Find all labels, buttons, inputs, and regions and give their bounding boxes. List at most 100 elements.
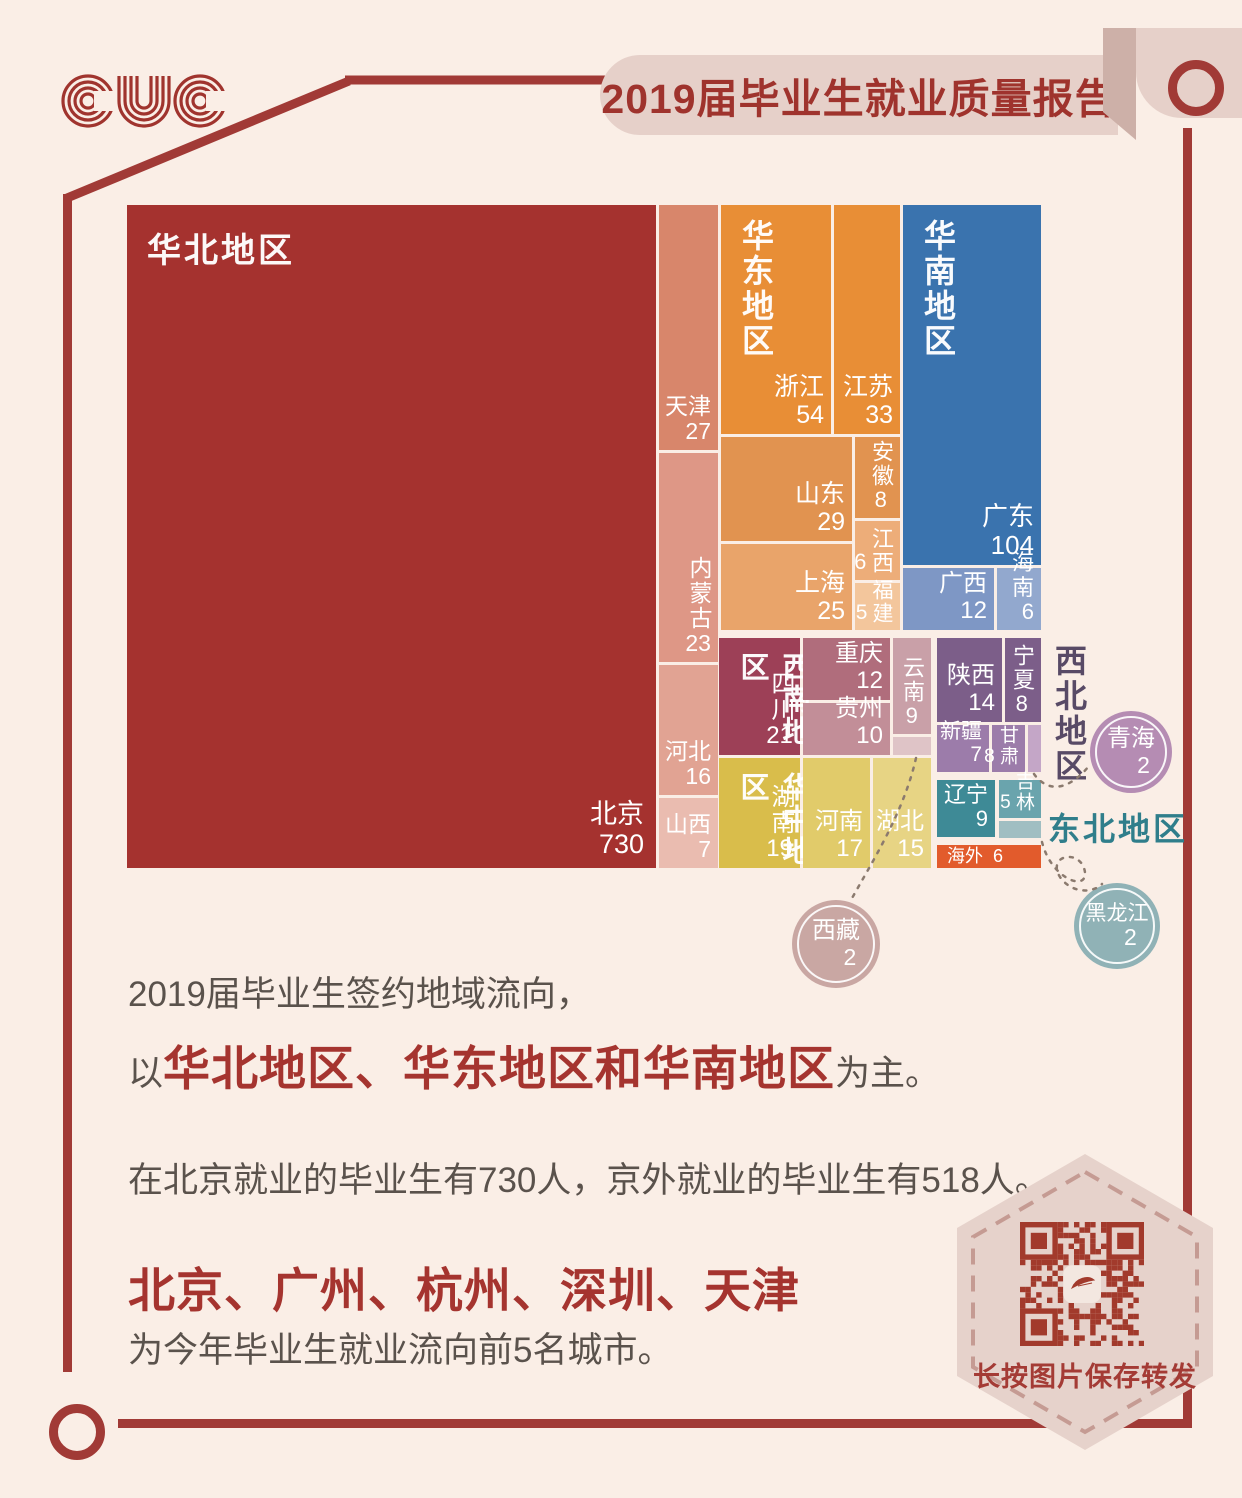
qr-caption: 长按图片保存转发 [973,1362,1197,1392]
treemap-cell-gansu: 8 甘肃 [984,725,1025,772]
province-name: 广西 [939,570,987,598]
callout-qinghai: 青海 2 [1090,711,1172,793]
province-value: 10 [856,722,883,750]
province-value: 14 [968,689,995,717]
province-value: 7 [698,836,711,863]
province-name: 贵州 [835,695,883,723]
province-name: 浙江 [773,373,824,401]
province-name: 云南 [900,656,925,705]
treemap-cell-hunan: 湖南 19 华中地区 [719,758,810,868]
province-value: 25 [817,597,845,625]
treemap-cell-sichuan: 四川 21 西南地区 [719,638,810,755]
region-label-华东地区: 华东地区 [738,219,774,359]
region-label-华南地区: 华南地区 [920,219,956,359]
province-value: 16 [685,763,711,790]
top-cities-subtext: 为今年毕业生就业流向前5名城市。 [128,1331,673,1370]
province-value: 33 [865,401,893,429]
province-name: 宁夏 [1010,644,1035,693]
treemap-cell-hainan: 海南 6 [997,550,1041,630]
treemap-cell-chongqing: 重庆 12 [803,638,890,700]
province-value: 9 [905,703,918,729]
province-name: 北京 [590,798,644,829]
province-value: 15 [897,835,924,863]
region-label-华北地区: 华北地区 [147,232,295,270]
treemap-cell-jilin: 5 吉林 [999,771,1041,818]
province-name: 山东 [794,480,845,508]
cuc-logo-icon [61,74,228,128]
province-value: 21 [766,722,793,750]
top-cities-highlight: 北京、广州、杭州、深圳、天津 [128,1264,800,1317]
province-name: 河北 [665,737,711,764]
treemap-cell-hebei: 河北 16 [659,665,718,795]
province-name: 吉林 [1013,771,1034,813]
flow-regions-highlight: 华北地区、华东地区和华南地区 [163,1042,836,1095]
province-value: 17 [836,835,863,863]
callout-inner-ring [1079,888,1155,964]
province-name: 重庆 [835,640,883,668]
treemap-cell-hubei: 湖北 15 [873,758,931,868]
callout-heilongjiang: 黑龙江 2 [1074,883,1160,969]
province-value: 6 [854,549,867,575]
callout-xizang: 西藏 2 [792,900,880,988]
treemap-cell-anhui: 安徽 8 [855,437,900,518]
treemap-cell-beijing: 北京 730 华北地区 [127,205,656,868]
beijing-count-text: 在北京就业的毕业生有730人，京外就业的毕业生有518人。 [128,1161,1050,1200]
province-value: 27 [685,418,711,445]
province-name: 新疆 [940,719,982,743]
province-name: 海南 [1011,550,1034,600]
qr-code-image [1020,1222,1145,1347]
province-name: 内蒙古 [686,556,712,632]
treemap-cell-shanghai: 上海 25 [721,544,852,630]
province-name: 陕西 [947,662,995,690]
province-name: 安徽 [869,440,894,489]
treemap-cell-liaoning: 辽宁 9 [937,780,995,837]
province-name: 江苏 [842,373,893,401]
flow-main-text: 以华北地区、华东地区和华南地区 为主。 [128,1030,940,1099]
treemap-cell-shaanxi: 陕西 14 [937,638,1002,722]
treemap-cell-heilongjiang [999,821,1041,838]
province-value: 5 [855,601,868,625]
flow-intro-text: 2019届毕业生签约地域流向， [128,975,591,1014]
province-value: 12 [960,597,987,625]
treemap-cell-overseas: 海外 6 [937,845,1041,868]
province-name: 湖北 [876,808,924,836]
treemap-cell-neimenggu: 内蒙古 23 [659,453,718,662]
province-name: 山西 [665,810,711,837]
province-value: 23 [685,630,711,657]
qr-code [1020,1222,1145,1347]
province-value: 8 [874,487,887,513]
bottom-left-ring-icon [49,1404,105,1460]
province-value: 730 [598,828,644,859]
treemap-cell-shandong: 山东 29 [721,437,852,541]
province-name: 广东 [981,500,1034,531]
treemap-cell-jiangsu: 江苏 33 [834,205,900,434]
treemap-cell-shanxi: 山西 7 [659,798,718,868]
province-value: 19 [766,835,793,863]
flow-prefix: 以 [128,1054,164,1093]
province-name: 天津 [665,392,711,419]
province-name: 辽宁 [943,781,988,807]
region-label-northeast: 东北地区 [1048,811,1189,847]
treemap-cell-xinjiang: 新疆 7 [937,720,989,772]
treemap-cell-xizang [893,737,931,755]
province-name: 江西 [869,527,894,575]
top-right-ring-icon [1168,60,1224,116]
province-name: 福建 [870,579,893,625]
province-value: 29 [817,508,845,536]
treemap-cell-tianjin: 天津 27 [659,205,718,450]
province-name: 上海 [794,569,845,597]
province-value: 6 [993,846,1004,867]
treemap-cell-guizhou: 贵州 10 [803,695,890,755]
treemap-cell-guangdong: 广东 104 华南地区 [903,205,1041,565]
treemap-cell-guangxi: 广西 12 [903,568,994,630]
report-banner: 2019届毕业生就业质量报告 [600,55,1118,135]
treemap-cell-jiangxi: 6 江西 [854,521,900,580]
province-value: 8 [984,745,995,767]
province-value: 54 [796,401,824,429]
treemap-cell-fujian: 5 福建 [855,579,900,630]
province-name: 甘肃 [997,725,1018,767]
province-value: 104 [990,529,1034,560]
province-name: 河南 [815,808,863,836]
qr-center-logo [1063,1265,1101,1303]
